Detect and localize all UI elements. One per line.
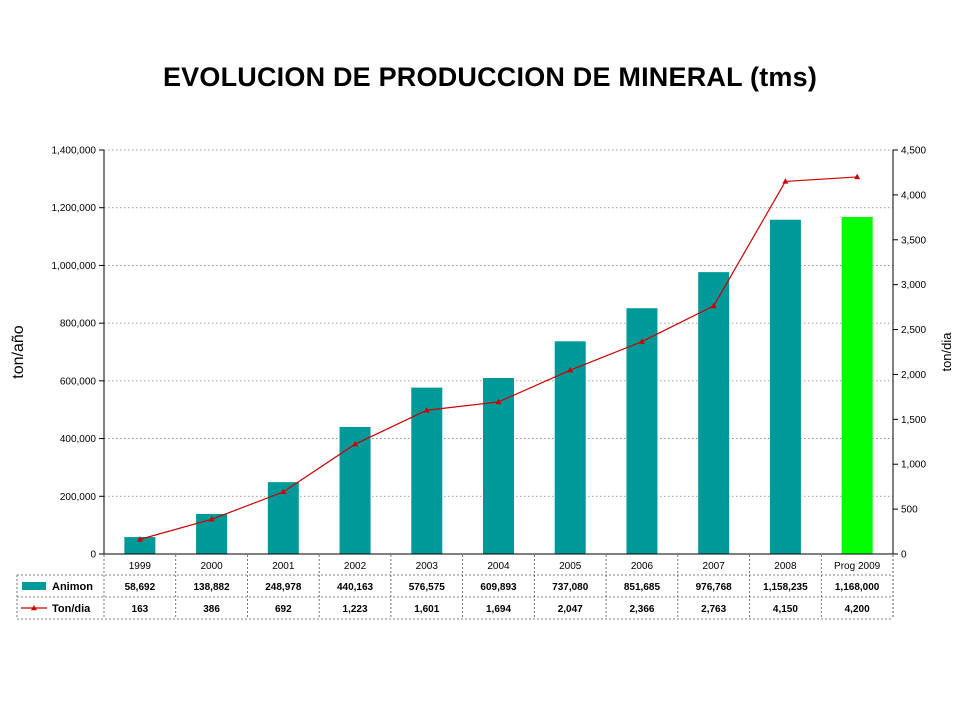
line-point-10 xyxy=(854,173,861,180)
line-point-5 xyxy=(495,398,502,405)
data-label-animon: 1,168,000 xyxy=(835,582,880,593)
bar-5 xyxy=(483,378,514,554)
x-tick-label: 2004 xyxy=(487,561,510,572)
x-tick-label: 2005 xyxy=(559,561,582,572)
data-label-animon: 1,158,235 xyxy=(763,582,808,593)
y-tick-label: 1,400,000 xyxy=(52,146,97,157)
y-tick-label: 200,000 xyxy=(60,492,97,503)
data-label-ton-dia: 4,200 xyxy=(845,604,870,615)
x-tick-label: 2008 xyxy=(774,561,797,572)
data-label-animon: 440,163 xyxy=(337,582,374,593)
x-tick-label: 2001 xyxy=(272,561,295,572)
x-tick-label: 1999 xyxy=(129,561,152,572)
x-tick-label: 2000 xyxy=(200,561,223,572)
y2-axis-title: ton/dia xyxy=(939,332,954,372)
y-tick-label: 1,000,000 xyxy=(52,261,97,272)
line-point-1 xyxy=(208,516,215,522)
data-label-animon: 138,882 xyxy=(194,582,231,593)
data-label-ton-dia: 163 xyxy=(132,604,149,615)
legend-key-animon xyxy=(22,582,46,590)
data-label-animon: 58,692 xyxy=(125,582,156,593)
line-point-8 xyxy=(710,302,717,309)
data-label-ton-dia: 386 xyxy=(203,604,220,615)
data-label-animon: 248,978 xyxy=(265,582,302,593)
bar-0 xyxy=(124,537,156,554)
line-point-0 xyxy=(136,536,143,542)
line-point-7 xyxy=(638,338,645,344)
data-label-ton-dia: 1,601 xyxy=(414,604,439,615)
y-tick-label: 600,000 xyxy=(60,376,97,387)
y2-tick-label: 3,000 xyxy=(901,280,926,291)
y2-tick-label: 3,500 xyxy=(901,235,926,246)
bar-7 xyxy=(626,308,658,554)
bar-10 xyxy=(841,216,873,554)
data-label-ton-dia: 692 xyxy=(275,604,292,615)
x-tick-label: 2007 xyxy=(703,561,726,572)
line-point-4 xyxy=(423,407,430,413)
legend-key-ton-dia-marker xyxy=(31,605,37,611)
chart-title: EVOLUCION DE PRODUCCION DE MINERAL (tms) xyxy=(162,62,818,92)
data-label-animon: 737,080 xyxy=(552,582,589,593)
bar-6 xyxy=(554,341,586,554)
y2-tick-label: 4,000 xyxy=(901,190,926,201)
line-point-2 xyxy=(280,488,287,495)
data-label-animon: 851,685 xyxy=(624,582,661,593)
data-label-animon: 609,893 xyxy=(480,582,517,593)
y2-tick-label: 0 xyxy=(901,550,907,561)
x-tick-label: 2006 xyxy=(631,561,654,572)
bar-3 xyxy=(339,426,371,554)
data-label-ton-dia: 2,366 xyxy=(629,604,654,615)
data-label-ton-dia: 2,763 xyxy=(701,604,726,615)
data-label-animon: 576,575 xyxy=(409,582,446,593)
legend-label-ton-dia: Ton/dia xyxy=(52,603,91,615)
data-label-ton-dia: 1,223 xyxy=(343,604,368,615)
line-point-3 xyxy=(352,441,359,447)
y-axis-title: ton/año xyxy=(10,325,27,378)
data-label-ton-dia: 2,047 xyxy=(558,604,583,615)
y2-tick-label: 2,500 xyxy=(901,325,926,336)
data-label-animon: 976,768 xyxy=(696,582,733,593)
legend-label-animon: Animon xyxy=(52,581,93,593)
bar-8 xyxy=(698,272,730,554)
y-tick-label: 1,200,000 xyxy=(52,203,97,214)
bar-4 xyxy=(411,387,443,554)
data-label-ton-dia: 4,150 xyxy=(773,604,798,615)
x-tick-label: 2002 xyxy=(344,561,367,572)
y2-tick-label: 500 xyxy=(901,505,918,516)
line-point-6 xyxy=(567,367,574,373)
y2-tick-label: 2,000 xyxy=(901,370,926,381)
y2-tick-label: 1,000 xyxy=(901,460,926,471)
y2-tick-label: 4,500 xyxy=(901,146,926,157)
bar-9 xyxy=(769,219,801,554)
y-tick-label: 800,000 xyxy=(60,319,97,330)
x-tick-label: 2003 xyxy=(416,561,439,572)
data-label-ton-dia: 1,694 xyxy=(486,604,511,615)
y2-tick-label: 1,500 xyxy=(901,415,926,426)
bar-2 xyxy=(267,482,299,554)
y-tick-label: 400,000 xyxy=(60,434,97,445)
x-tick-label: Prog 2009 xyxy=(834,561,881,572)
y-tick-label: 0 xyxy=(90,550,96,561)
line-point-9 xyxy=(782,178,789,184)
